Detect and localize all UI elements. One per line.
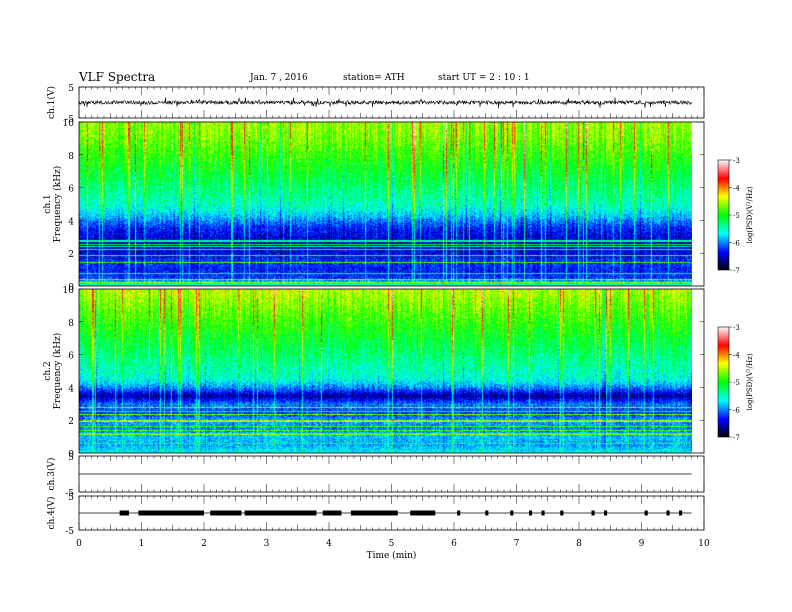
ch4-pulse-11 <box>541 510 545 516</box>
ch4_wave-ylabel: ch.4(V) <box>46 497 57 530</box>
x-tick-label-0: 0 <box>76 539 82 549</box>
ch1_spec-ytick-4: 2 <box>68 250 74 260</box>
colorbar-1-tick-3: -6 <box>733 240 740 248</box>
ch1_spec-ylabel-line-1: Frequency (kHz) <box>52 166 63 243</box>
x-tick-label-2: 2 <box>201 539 207 549</box>
ch4_wave-ytick-top: 5 <box>68 493 74 503</box>
spectrogram-layer <box>79 122 704 453</box>
ch1_wave-ytick-bottom: -5 <box>65 115 74 125</box>
colorbar-2 <box>717 326 730 438</box>
ch1_spec-ytick-3: 4 <box>68 217 74 227</box>
ch4-pulse-13 <box>591 510 595 516</box>
ch1_spec-ytick-5: 0 <box>68 283 74 293</box>
ch2_spec-ytick-4: 2 <box>68 417 74 427</box>
x-tick-label-9: 9 <box>639 539 645 549</box>
x-tick-label-7: 7 <box>514 539 520 549</box>
ch4-pulse-7 <box>457 510 461 516</box>
colorbar-1-tick-2: -5 <box>733 212 740 220</box>
colorbar-2-tick-4: -7 <box>733 434 740 442</box>
colorbar-1-tick-0: -3 <box>733 157 740 165</box>
ch4-pulse-4 <box>322 510 342 516</box>
station-label: station= ATH <box>343 73 405 83</box>
ch1_wave-ytick-top: 5 <box>68 84 74 94</box>
colorbar-2-tick-2: -5 <box>733 379 740 387</box>
colorbar-2-tick-1: -4 <box>733 352 740 360</box>
ch4-pulse-3 <box>244 510 317 516</box>
ch4-pulse-16 <box>666 510 670 516</box>
ch4-pulse-10 <box>529 510 533 516</box>
ch4-pulse-15 <box>644 510 648 516</box>
x-tick-label-6: 6 <box>451 539 457 549</box>
ch4-pulse-9 <box>510 510 514 516</box>
colorbar-2-tick-0: -3 <box>733 324 740 332</box>
ch1_wave-ylabel: ch.1(V) <box>46 86 57 119</box>
waveform-trace-ch1_wave <box>78 97 692 109</box>
ch1_spec-ytick-1: 8 <box>68 152 74 162</box>
x-tick-label-1: 1 <box>139 539 145 549</box>
ch2_spec-ylabel-line-1: Frequency (kHz) <box>52 333 63 410</box>
colorbar-1-label: log(PSD)(V²/Hz) <box>746 186 754 243</box>
ch4-pulse-8 <box>485 510 489 516</box>
x-tick-label-10: 10 <box>698 539 710 549</box>
x-tick-label-4: 4 <box>326 539 332 549</box>
ch2_spec-ytick-1: 8 <box>68 319 74 329</box>
ch4-pulse-2 <box>210 510 242 516</box>
ch4-pulse-17 <box>679 510 683 516</box>
ch1_spec-ylabel: ch.1Frequency (kHz) <box>43 166 63 243</box>
waveform-layer <box>78 97 692 516</box>
colorbar-1 <box>717 159 730 271</box>
ch4_wave-ytick-bottom: -5 <box>65 527 74 537</box>
colorbar-2-tick-3: -6 <box>733 407 740 415</box>
ch2_spec-ytick-3: 4 <box>68 384 74 394</box>
ch2_spec-ytick-2: 6 <box>68 352 74 362</box>
start-time-label: start UT = 2 : 10 : 1 <box>438 73 530 83</box>
ch1_spec-ytick-2: 6 <box>68 185 74 195</box>
x-tick-label-5: 5 <box>389 539 395 549</box>
date-label: Jan. 7 , 2016 <box>250 73 308 83</box>
figure-title: VLF Spectra <box>79 70 156 84</box>
ch4-pulse-0 <box>119 510 129 516</box>
colorbar-2-label: log(PSD)(V²/Hz) <box>746 353 754 410</box>
ch2_spec-ytick-0: 10 <box>63 286 75 296</box>
ch3_wave-ytick-top: 5 <box>68 453 74 463</box>
ch3_wave-ylabel: ch.3(V) <box>46 458 57 491</box>
colorbar-1-tick-4: -7 <box>733 267 740 275</box>
x-axis-label: Time (min) <box>367 550 417 561</box>
ch2_spec-ylabel-line-0: ch.2 <box>43 361 53 380</box>
ch4-pulse-14 <box>604 510 608 516</box>
x-tick-label-8: 8 <box>576 539 582 549</box>
ch2_spec-ytick-5: 0 <box>68 450 74 460</box>
ch1_spec-ylabel-line-0: ch.1 <box>43 194 53 213</box>
ch4-pulse-12 <box>560 510 564 516</box>
ch4-pulse-1 <box>138 510 204 516</box>
ch4-pulse-5 <box>350 510 398 516</box>
panel-frame-1 <box>78 121 705 287</box>
colorbar-1-tick-1: -4 <box>733 185 740 193</box>
spectrogram-image-ch1 <box>79 122 692 286</box>
spectrogram-image-ch2 <box>79 289 692 453</box>
x-tick-label-3: 3 <box>264 539 270 549</box>
ch2_spec-ylabel: ch.2Frequency (kHz) <box>43 333 63 410</box>
panel-frame-2 <box>78 288 705 454</box>
ch1_spec-ytick-0: 10 <box>63 119 75 129</box>
ch4-pulse-6 <box>410 510 436 516</box>
ch3_wave-ytick-bottom: -5 <box>65 489 74 499</box>
